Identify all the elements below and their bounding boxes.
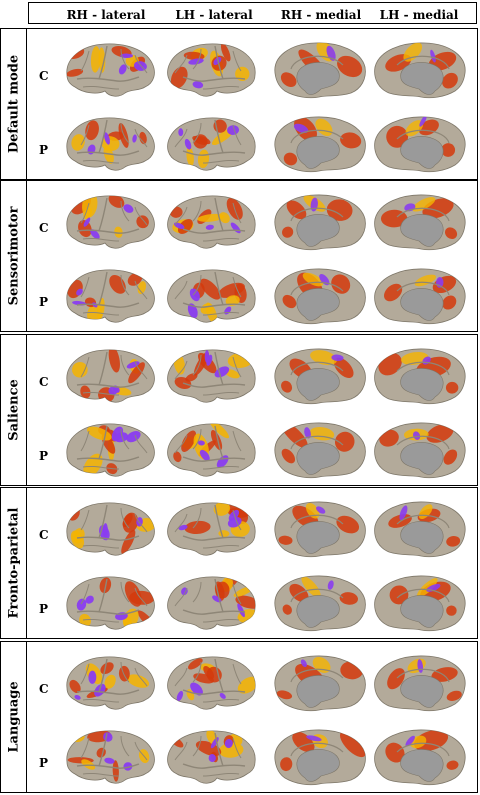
brain-map-lh-medial: [371, 265, 471, 327]
brain-map-rh-lateral: [59, 498, 159, 560]
network-label: Default mode: [6, 54, 21, 154]
brain-map-rh-medial: [269, 572, 369, 634]
column-label-lh-medial: LH - medial: [379, 8, 459, 22]
brain-map-lh-lateral: [163, 265, 263, 327]
column-header-bar: RH - lateral LH - lateral RH - medial LH…: [28, 2, 477, 24]
column-label-rh-lateral: RH - lateral: [66, 8, 146, 22]
brain-map-lh-lateral: [163, 572, 263, 634]
condition-label: C: [39, 528, 49, 542]
brain-map-rh-lateral: [59, 652, 159, 714]
condition-label: C: [39, 221, 49, 235]
brain-map-rh-lateral: [59, 39, 159, 101]
network-label-box: Fronto-parietal: [1, 488, 27, 638]
brain-map-rh-medial: [269, 265, 369, 327]
brain-map-rh-medial: [269, 726, 369, 788]
network-label-box: Sensorimotor: [1, 181, 27, 331]
brain-map-rh-medial: [269, 652, 369, 714]
brain-map-rh-medial: [269, 39, 369, 101]
condition-label: P: [39, 295, 49, 309]
condition-label: P: [39, 602, 49, 616]
brain-map-lh-lateral: [163, 39, 263, 101]
network-panel: Language C: [0, 641, 478, 793]
column-label-lh-lateral: LH - lateral: [175, 8, 253, 22]
brain-map-lh-medial: [371, 726, 471, 788]
brain-map-lh-medial: [371, 345, 471, 407]
network-label-box: Salience: [1, 335, 27, 485]
brain-map-lh-lateral: [163, 726, 263, 788]
column-label-rh-medial: RH - medial: [280, 8, 362, 22]
brain-map-lh-lateral: [163, 498, 263, 560]
brain-map-rh-lateral: [59, 191, 159, 253]
brain-map-lh-lateral: [163, 345, 263, 407]
condition-label: C: [39, 375, 49, 389]
brain-map-lh-medial: [371, 39, 471, 101]
brain-map-rh-lateral: [59, 419, 159, 481]
brain-map-lh-medial: [371, 652, 471, 714]
brain-map-rh-medial: [269, 191, 369, 253]
brain-map-rh-medial: [269, 419, 369, 481]
network-label: Language: [6, 681, 21, 753]
brain-map-rh-medial: [269, 113, 369, 175]
network-label: Salience: [6, 379, 21, 441]
brain-map-rh-lateral: [59, 113, 159, 175]
condition-label: P: [39, 449, 49, 463]
brain-map-rh-lateral: [59, 572, 159, 634]
brain-map-lh-lateral: [163, 113, 263, 175]
condition-label: P: [39, 143, 49, 157]
brain-map-lh-lateral: [163, 191, 263, 253]
brain-map-rh-medial: [269, 498, 369, 560]
brain-map-lh-medial: [371, 572, 471, 634]
network-panel: Fronto-parietal C: [0, 487, 478, 639]
brain-map-lh-medial: [371, 419, 471, 481]
brain-map-lh-medial: [371, 498, 471, 560]
network-panel: Salience C: [0, 334, 478, 486]
condition-label: C: [39, 69, 49, 83]
condition-label: P: [39, 756, 49, 770]
condition-label: C: [39, 682, 49, 696]
brain-map-rh-lateral: [59, 345, 159, 407]
network-panel: Sensorimotor C: [0, 180, 478, 332]
network-label: Sensorimotor: [6, 206, 21, 306]
network-label-box: Language: [1, 642, 27, 792]
brain-map-lh-lateral: [163, 419, 263, 481]
network-label-box: Default mode: [1, 29, 27, 179]
brain-map-lh-medial: [371, 191, 471, 253]
brain-map-rh-lateral: [59, 726, 159, 788]
brain-map-rh-medial: [269, 345, 369, 407]
network-label: Fronto-parietal: [6, 507, 21, 619]
brain-map-lh-medial: [371, 113, 471, 175]
brain-map-rh-lateral: [59, 265, 159, 327]
brain-map-lh-lateral: [163, 652, 263, 714]
network-panel: Default mode C: [0, 28, 478, 180]
